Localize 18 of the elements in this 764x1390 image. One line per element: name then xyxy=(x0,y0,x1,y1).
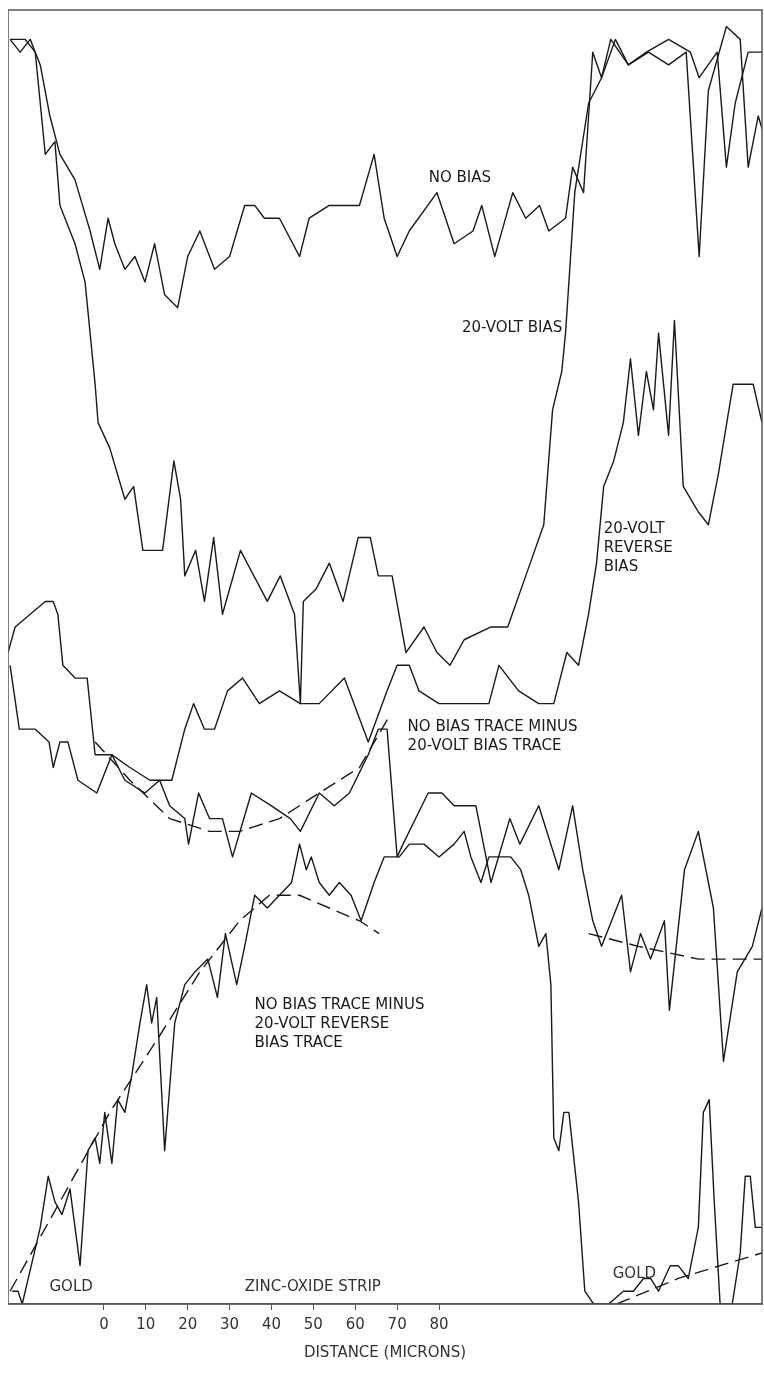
x-tick-label: 70 xyxy=(387,1314,407,1333)
x-tick-label: 60 xyxy=(345,1314,365,1333)
annotation: GOLD xyxy=(612,1264,657,1283)
x-tick-label: 40 xyxy=(261,1314,282,1333)
series-label: NO BIAS TRACE MINUS 20-VOLT REVERSE BIAS TRACE xyxy=(254,994,425,1051)
x-tick-label: 80 xyxy=(429,1314,449,1333)
x-tick-label: 20 xyxy=(178,1314,198,1333)
series-label: 20-VOLT REVERSE BIAS xyxy=(603,518,673,575)
series-label: NO BIAS TRACE MINUS 20-VOLT BIAS TRACE xyxy=(407,716,578,754)
x-tick-label: 50 xyxy=(303,1314,323,1333)
annotation: ZINC-OXIDE STRIP xyxy=(244,1277,381,1296)
x-tick-label: 10 xyxy=(136,1314,156,1333)
series-label: 20-VOLT BIAS xyxy=(462,317,563,336)
annotation: GOLD xyxy=(49,1277,93,1296)
x-axis-title: DISTANCE (MICRONS) xyxy=(303,1342,467,1361)
x-tick-label: 30 xyxy=(220,1314,240,1333)
x-tick-label: 0 xyxy=(99,1314,109,1333)
series-label: NO BIAS xyxy=(428,167,492,186)
